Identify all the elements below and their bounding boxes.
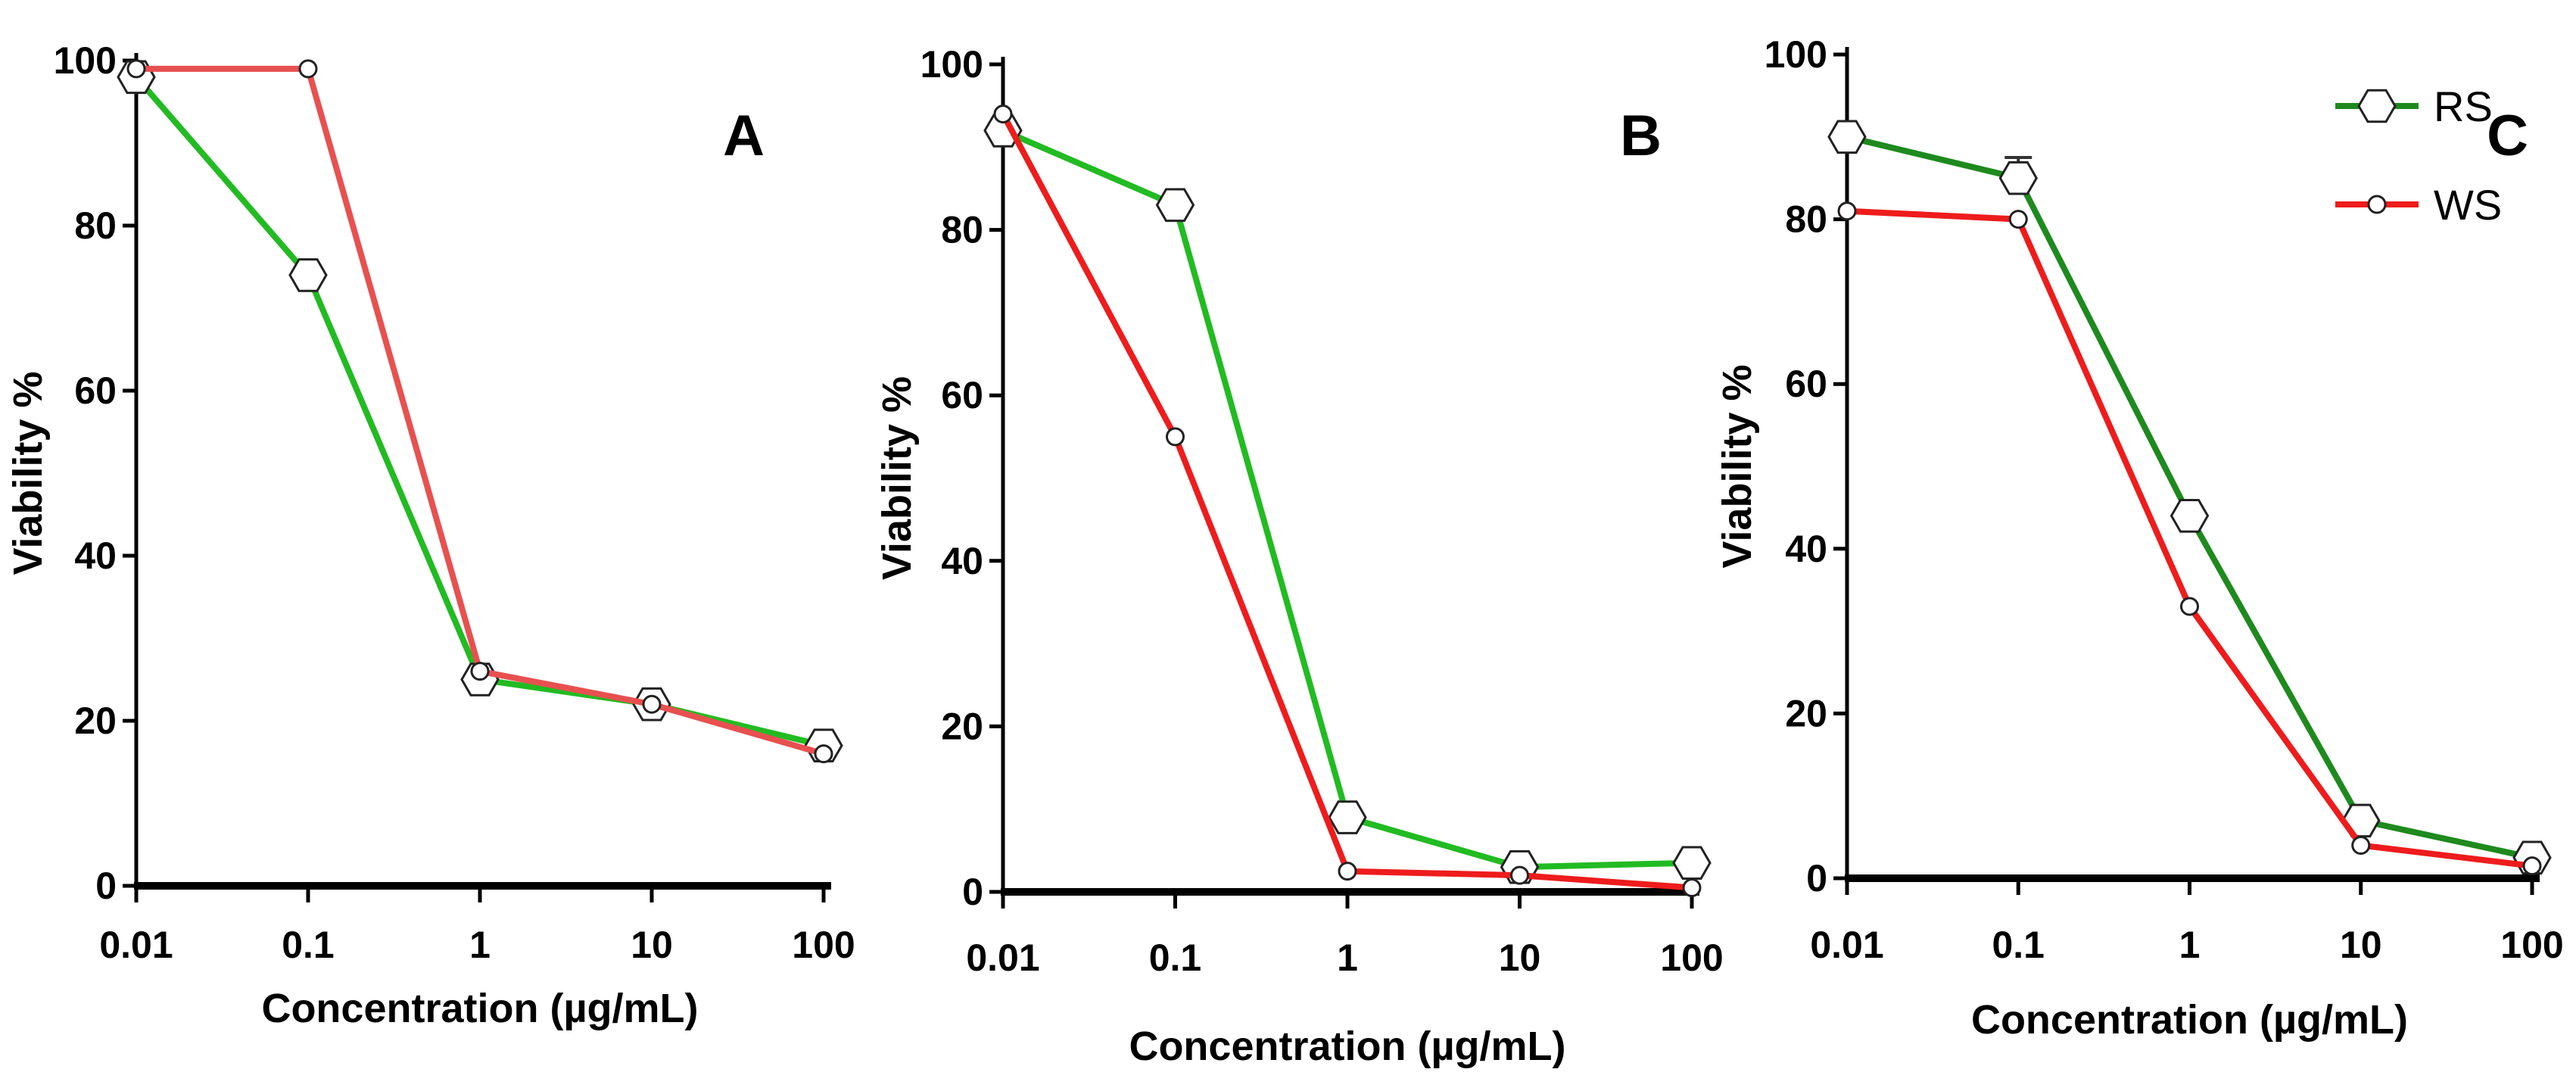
panel-letter: C — [2487, 104, 2528, 168]
chart-panel-a: 0 20 40 60 80 100 0.01 0.1 1 10 100 Viability % Conc… — [5, 39, 855, 1031]
y-tick-label: 40 — [74, 535, 117, 577]
data-point-ws — [298, 59, 318, 79]
x-axis-label: Concentration (µg/mL) — [1971, 997, 2408, 1043]
legend-marker-ws — [2367, 195, 2387, 214]
y-tick-label: 20 — [941, 705, 983, 747]
data-point-rs — [288, 258, 328, 292]
panel-letter: B — [1620, 104, 1662, 168]
data-point-ws — [1837, 201, 1857, 221]
data-point-rs — [1155, 188, 1195, 223]
data-point-rs — [1672, 846, 1712, 880]
x-tick-label: 100 — [2500, 924, 2563, 966]
chart-panel-b: 0 20 40 60 80 100 0.01 0.1 1 10 100 Viability % Conc… — [874, 43, 1724, 1069]
x-axis-label: Concentration (µg/mL) — [1129, 1024, 1565, 1069]
x-tick-label: 100 — [1660, 937, 1723, 979]
x-tick-label: 0.1 — [1992, 924, 2045, 966]
y-tick-label: 60 — [941, 374, 983, 416]
data-point-rs — [2170, 499, 2210, 533]
y-tick-label: 20 — [1785, 692, 1827, 734]
y-tick-label: 60 — [1785, 363, 1827, 405]
data-point-ws — [2008, 210, 2028, 229]
legend: RS WS — [2335, 83, 2502, 229]
y-tick-label: 100 — [54, 39, 117, 82]
x-tick-label: 0.01 — [1810, 924, 1883, 966]
y-tick-label: 20 — [74, 700, 117, 742]
y-tick-label: 80 — [941, 209, 983, 251]
x-tick-label: 0.01 — [99, 924, 173, 966]
x-axis-label: Concentration (µg/mL) — [261, 986, 698, 1031]
chart-panel-c: 0 20 40 60 80 100 0.01 0.1 1 10 100 Viability % Conc… — [1715, 33, 2564, 1043]
data-point-ws — [470, 662, 490, 681]
data-point-rs — [1328, 800, 1367, 834]
x-tick-label: 10 — [631, 924, 673, 966]
data-point-ws — [2180, 597, 2199, 616]
y-axis-label: Viability % — [1715, 364, 1760, 568]
legend-label-rs: RS — [2434, 83, 2493, 130]
data-point-ws — [1682, 878, 1702, 898]
series-line-rs — [1846, 133, 2533, 861]
x-tick-label: 100 — [792, 924, 855, 966]
data-point-ws — [2351, 835, 2371, 855]
y-tick-label: 100 — [1765, 33, 1827, 76]
x-tick-label: 10 — [1499, 937, 1541, 979]
x-tick-label: 1 — [469, 924, 491, 966]
data-point-rs — [1998, 161, 2039, 195]
series-line-ws — [1846, 207, 2533, 869]
series-line-ws — [136, 65, 825, 757]
x-tick-label: 0.1 — [282, 924, 335, 966]
y-axis-label: Viability % — [874, 376, 920, 580]
series-line-rs — [1001, 127, 1693, 871]
x-tick-label: 1 — [1337, 937, 1358, 979]
y-axis-label: Viability % — [5, 371, 51, 575]
y-tick-label: 100 — [920, 43, 983, 86]
data-point-ws — [1166, 427, 1185, 447]
data-point-ws — [814, 744, 833, 764]
data-point-ws — [2522, 856, 2542, 876]
panel-letter: A — [723, 104, 765, 168]
data-point-ws — [993, 104, 1013, 124]
data-point-rs — [1827, 120, 1867, 154]
x-tick-label: 0.01 — [966, 937, 1039, 979]
series-line-ws — [1000, 112, 1693, 891]
x-tick-label: 10 — [2340, 924, 2382, 966]
y-tick-label: 80 — [1785, 198, 1827, 241]
data-point-ws — [126, 59, 146, 79]
x-tick-label: 1 — [2179, 924, 2201, 966]
series-line-rs — [133, 75, 824, 749]
data-point-ws — [1510, 865, 1529, 885]
y-tick-label: 0 — [95, 865, 117, 907]
x-tick-label: 0.1 — [1149, 937, 1202, 979]
y-tick-label: 40 — [941, 540, 983, 582]
y-tick-label: 80 — [74, 204, 117, 247]
legend-marker-rs — [2357, 89, 2397, 123]
y-tick-label: 0 — [962, 871, 983, 913]
data-point-ws — [642, 694, 662, 714]
y-tick-label: 60 — [74, 369, 117, 412]
legend-label-ws: WS — [2434, 181, 2502, 229]
y-tick-label: 40 — [1785, 528, 1827, 570]
data-point-ws — [1338, 862, 1357, 881]
y-tick-label: 0 — [1806, 857, 1827, 899]
